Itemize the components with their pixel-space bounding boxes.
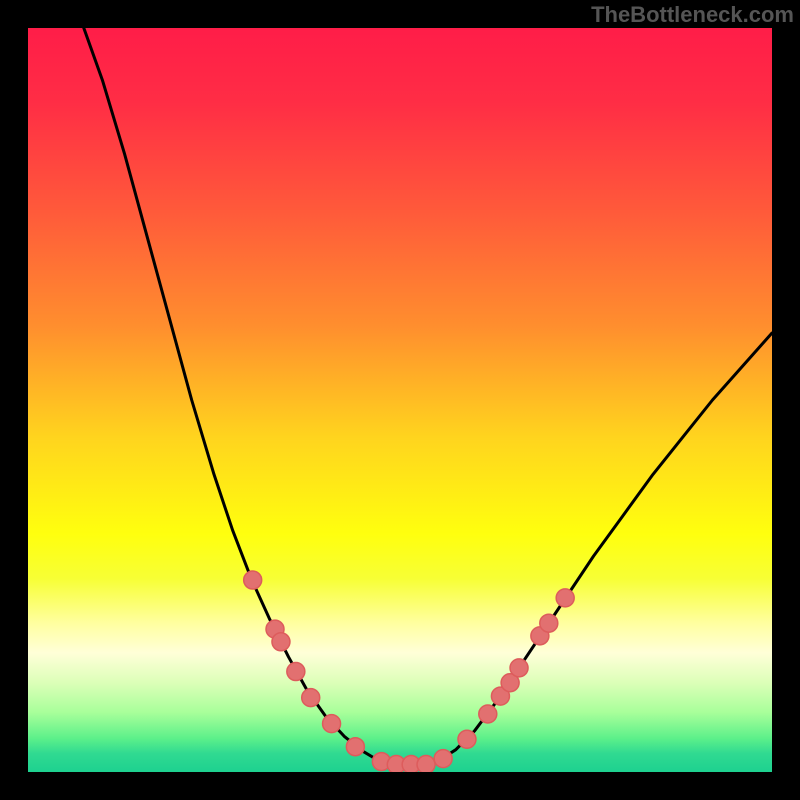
data-marker	[556, 589, 574, 607]
data-marker	[346, 738, 364, 756]
data-marker	[287, 663, 305, 681]
data-marker	[479, 705, 497, 723]
data-marker	[458, 730, 476, 748]
data-marker	[540, 614, 558, 632]
data-marker	[417, 756, 435, 772]
data-marker	[434, 750, 452, 768]
data-marker	[302, 689, 320, 707]
data-marker	[244, 571, 262, 589]
data-marker	[323, 715, 341, 733]
data-marker	[272, 633, 290, 651]
chart-background	[28, 28, 772, 772]
data-marker	[510, 659, 528, 677]
watermark-text: TheBottleneck.com	[591, 2, 794, 28]
bottleneck-chart	[28, 28, 772, 772]
